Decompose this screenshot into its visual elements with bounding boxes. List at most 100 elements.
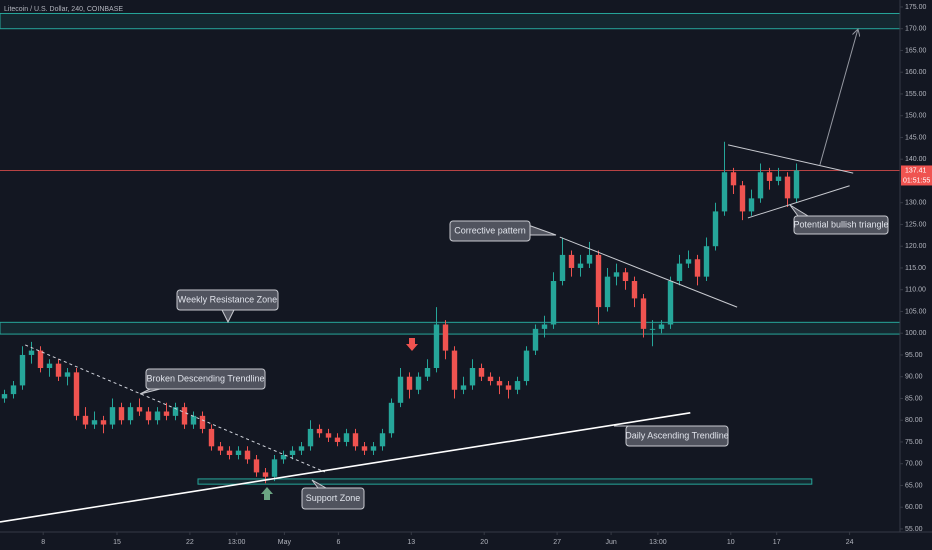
last-price-label: 137.41 bbox=[905, 167, 927, 174]
x-tick-label: 15 bbox=[113, 539, 121, 546]
callout-text: Support Zone bbox=[306, 493, 361, 503]
candle-body bbox=[55, 363, 62, 377]
y-tick-label: 90.00 bbox=[905, 374, 923, 381]
plot bbox=[0, 12, 901, 523]
candle-body bbox=[388, 402, 395, 434]
candle-body bbox=[226, 450, 233, 456]
candle-body bbox=[541, 324, 548, 329]
candle-body bbox=[775, 176, 782, 181]
y-tick-label: 170.00 bbox=[905, 26, 927, 33]
candle-body bbox=[667, 281, 674, 325]
x-tick-label: 8 bbox=[41, 539, 45, 546]
candle-body bbox=[64, 372, 71, 377]
y-tick-label: 140.00 bbox=[905, 156, 927, 163]
y-tick-label: 75.00 bbox=[905, 439, 923, 446]
candle-body bbox=[730, 172, 737, 186]
callout: Support Zone bbox=[301, 479, 365, 510]
candle-body bbox=[640, 298, 647, 329]
candle-body bbox=[190, 415, 197, 425]
candle-body bbox=[496, 381, 503, 386]
trendline bbox=[0, 412, 691, 523]
candle-body bbox=[523, 350, 530, 382]
up-arrow-icon bbox=[261, 487, 273, 500]
candle-body bbox=[82, 415, 89, 425]
candle-body bbox=[469, 368, 476, 386]
candle-body bbox=[280, 455, 287, 460]
y-tick-label: 150.00 bbox=[905, 113, 927, 120]
x-tick-label: Jun bbox=[605, 539, 616, 546]
candle-body bbox=[361, 446, 368, 451]
y-tick-label: 160.00 bbox=[905, 69, 927, 76]
candle-body bbox=[595, 254, 602, 308]
y-tick-label: 115.00 bbox=[905, 265, 926, 272]
candle-body bbox=[172, 407, 179, 416]
candle-body bbox=[676, 263, 683, 282]
candle-body bbox=[532, 328, 539, 351]
candle-body bbox=[307, 428, 314, 447]
x-tick-label: 6 bbox=[336, 539, 340, 546]
y-tick-label: 155.00 bbox=[905, 91, 927, 98]
candle-body bbox=[415, 376, 422, 390]
trendline bbox=[727, 144, 854, 174]
candle-body bbox=[10, 385, 17, 395]
countdown-label: 01:51:55 bbox=[903, 177, 930, 184]
candle-body bbox=[784, 176, 791, 199]
y-tick-label: 125.00 bbox=[905, 221, 927, 228]
candle-body bbox=[703, 246, 710, 277]
candle-body bbox=[694, 259, 701, 277]
candle-body bbox=[757, 172, 764, 199]
candle-body bbox=[334, 437, 341, 442]
candle-body bbox=[163, 411, 170, 416]
candle-body bbox=[748, 198, 755, 212]
candle-body bbox=[379, 433, 386, 447]
y-tick-label: 110.00 bbox=[905, 287, 926, 294]
candle-body bbox=[478, 368, 485, 377]
candle-body bbox=[136, 407, 143, 412]
candle-body bbox=[154, 411, 161, 421]
callout: Broken Descending Trendline bbox=[139, 368, 266, 395]
candle-body bbox=[442, 324, 449, 351]
x-tick-label: 27 bbox=[553, 539, 561, 546]
candle-body bbox=[604, 276, 611, 308]
y-tick-label: 130.00 bbox=[905, 200, 927, 207]
trendline bbox=[819, 30, 858, 165]
candle-body bbox=[46, 363, 53, 369]
candle-body bbox=[766, 172, 773, 181]
candle-body bbox=[37, 350, 44, 369]
y-tick-label: 80.00 bbox=[905, 417, 923, 424]
callout: Potential bullish triangle bbox=[789, 204, 889, 235]
candle-body bbox=[289, 450, 296, 456]
y-tick-label: 65.00 bbox=[905, 482, 923, 489]
y-tick-label: 95.00 bbox=[905, 352, 923, 359]
x-tick-label: 17 bbox=[773, 539, 781, 546]
candle-body bbox=[91, 420, 98, 425]
zone bbox=[197, 478, 813, 485]
candle-body bbox=[433, 324, 440, 369]
trendline bbox=[747, 185, 850, 219]
candle-body bbox=[613, 272, 620, 277]
candle-body bbox=[631, 281, 638, 299]
last-price-box bbox=[901, 165, 932, 186]
x-tick-label: 13:00 bbox=[649, 539, 667, 546]
candle-body bbox=[127, 407, 134, 421]
trendline bbox=[559, 236, 738, 308]
y-tick-label: 175.00 bbox=[905, 4, 927, 11]
candle-body bbox=[181, 407, 188, 425]
callout-text: Corrective pattern bbox=[454, 225, 526, 235]
candle-body bbox=[397, 376, 404, 403]
candle-body bbox=[712, 211, 719, 247]
candle-body bbox=[658, 324, 665, 329]
y-tick-label: 85.00 bbox=[905, 395, 923, 402]
candle-body bbox=[721, 172, 728, 212]
x-tick-label: 13 bbox=[407, 539, 415, 546]
x-tick-label: May bbox=[278, 539, 292, 546]
x-tick-label: 20 bbox=[480, 539, 488, 546]
candle-body bbox=[649, 328, 656, 330]
candle-body bbox=[28, 350, 35, 355]
callout: Weekly Resistance Zone bbox=[176, 289, 279, 324]
candle-body bbox=[451, 350, 458, 390]
callout: Corrective pattern bbox=[449, 220, 557, 242]
y-tick-label: 70.00 bbox=[905, 461, 923, 468]
x-tick-label: 13:00 bbox=[228, 539, 246, 546]
